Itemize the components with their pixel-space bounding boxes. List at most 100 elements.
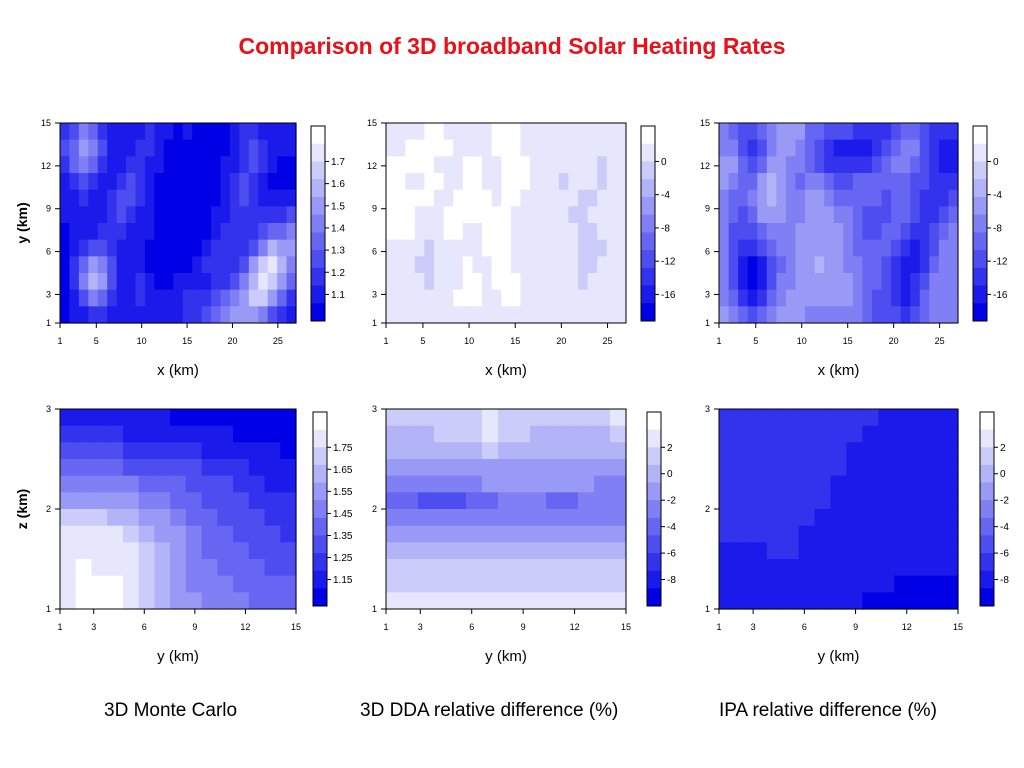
dda-yz-cell xyxy=(498,575,515,593)
mc-xy-cell xyxy=(88,256,99,274)
dda-xy-colorbar-swatch xyxy=(641,303,655,322)
ipa-yz-colorbar-label: -8 xyxy=(1000,575,1009,586)
mc-xy-cell xyxy=(220,273,231,291)
ipa-xy-cell xyxy=(747,306,758,324)
mc-xy-colorbar-swatch xyxy=(311,303,325,322)
mc-xy-colorbar-label: 1.5 xyxy=(331,201,345,212)
dda-xy-cell xyxy=(482,139,493,157)
dda-yz-cell xyxy=(498,592,515,610)
dda-xy-cell xyxy=(386,139,397,157)
dda-xy-cell xyxy=(587,289,598,307)
mc-xy-cell xyxy=(154,239,165,257)
dda-xy-cell xyxy=(395,123,406,141)
mc-xy-y-tick-label: 12 xyxy=(41,161,51,171)
mc-xy-cell xyxy=(69,123,80,141)
mc-yz-cell xyxy=(264,525,281,543)
ipa-xy-cell xyxy=(938,273,950,291)
ipa-yz-cell xyxy=(734,459,752,477)
ipa-xy-cell xyxy=(728,206,739,224)
ipa-yz-cell xyxy=(798,459,816,477)
mc-yz-cell xyxy=(107,592,124,610)
dda-xy-cell xyxy=(606,156,617,174)
dda-yz-cell xyxy=(610,409,627,427)
ipa-yz-cell xyxy=(782,542,800,560)
mc-xy-cell xyxy=(173,239,184,257)
dda-xy-cell xyxy=(530,289,541,307)
mc-xy-cell xyxy=(69,306,80,324)
mc-xy-cell xyxy=(248,189,259,207)
mc-xy-cell xyxy=(248,173,259,191)
mc-yz-cell xyxy=(264,442,281,460)
ipa-xy-cell xyxy=(881,156,892,174)
ipa-yz-cell xyxy=(878,525,895,543)
ipa-xy-x-tick-label: 10 xyxy=(797,336,807,346)
dda-xy-cell xyxy=(443,189,454,207)
dda-xy-cell xyxy=(587,173,598,191)
mc-yz-cell xyxy=(201,525,218,543)
dda-xy-cell xyxy=(395,189,406,207)
dda-xy-cell xyxy=(530,223,541,241)
mc-yz-cell xyxy=(154,592,171,610)
mc-xy-cell xyxy=(78,189,89,207)
dda-xy-y-tick-label: 12 xyxy=(367,161,377,171)
dda-xy-colorbar-swatch xyxy=(641,232,655,251)
mc-xy-cell xyxy=(258,139,269,157)
mc-xy-colorbar-swatch xyxy=(311,196,325,216)
mc-xy-cell xyxy=(211,223,222,241)
mc-xy-cell xyxy=(211,156,222,174)
ipa-yz-cell xyxy=(846,525,863,543)
mc-yz-cell xyxy=(122,559,140,577)
dda-xy-cell xyxy=(482,206,493,224)
ipa-xy-cell xyxy=(785,256,797,274)
ipa-yz-cell xyxy=(942,475,959,493)
mc-xy-x-tick-label: 20 xyxy=(227,336,237,346)
dda-xy-cell xyxy=(578,256,589,274)
dda-yz-cell xyxy=(434,475,451,493)
mc-yz-cell xyxy=(91,575,108,593)
ipa-yz-cell xyxy=(926,409,943,427)
dda-yz-cell xyxy=(418,459,435,477)
dda-yz-cell xyxy=(514,575,531,593)
ipa-xy-cell xyxy=(919,289,930,307)
mc-xy-cell xyxy=(229,156,240,174)
dda-yz-cell xyxy=(386,592,403,610)
dda-xy-cell xyxy=(472,223,483,241)
dda-xy-cell xyxy=(530,156,541,174)
dda-xy-cell xyxy=(472,256,483,274)
mc-yz-cell xyxy=(138,409,155,427)
ipa-xy-cell xyxy=(776,306,787,324)
dda-yz-cell xyxy=(434,442,451,460)
mc-yz-cell xyxy=(280,425,297,443)
mc-yz-cell xyxy=(75,509,93,527)
mc-yz-x-tick-label: 9 xyxy=(192,622,197,632)
ipa-xy-cell xyxy=(862,156,873,174)
mc-yz-colorbar-frame xyxy=(312,411,328,607)
mc-xy-cell xyxy=(135,306,146,324)
ipa-xy-cell xyxy=(938,256,950,274)
mc-xy-cell xyxy=(163,139,174,157)
ipa-xy-cell xyxy=(795,123,806,141)
ipa-xy-cell xyxy=(833,256,844,274)
ipa-yz-cell xyxy=(894,442,911,460)
ipa-xy-cell xyxy=(833,173,844,191)
dda-xy-cell xyxy=(578,289,589,307)
dda-yz-cell xyxy=(434,425,451,443)
mc-yz-cell xyxy=(185,542,203,560)
mc-yz-cell xyxy=(280,559,297,577)
dda-yz-cell xyxy=(610,559,627,577)
ipa-xy-cell xyxy=(747,206,758,224)
ipa-xy-cell xyxy=(900,239,911,257)
dda-xy-cell xyxy=(491,289,502,307)
dda-xy-cell xyxy=(597,289,608,307)
ipa-yz-cell xyxy=(942,492,959,510)
dda-xy-cell xyxy=(386,189,397,207)
mc-xy-cell xyxy=(126,189,137,207)
dda-yz-cell xyxy=(562,592,579,610)
ipa-xy-cell xyxy=(938,189,950,207)
dda-xy-cell xyxy=(482,223,493,241)
mc-xy-cell xyxy=(211,189,222,207)
mc-xy-y-tick-label: 9 xyxy=(46,204,51,214)
ipa-xy-cell xyxy=(785,239,797,257)
mc-xy-cell xyxy=(163,123,174,141)
dda-xy-cell xyxy=(434,173,445,191)
